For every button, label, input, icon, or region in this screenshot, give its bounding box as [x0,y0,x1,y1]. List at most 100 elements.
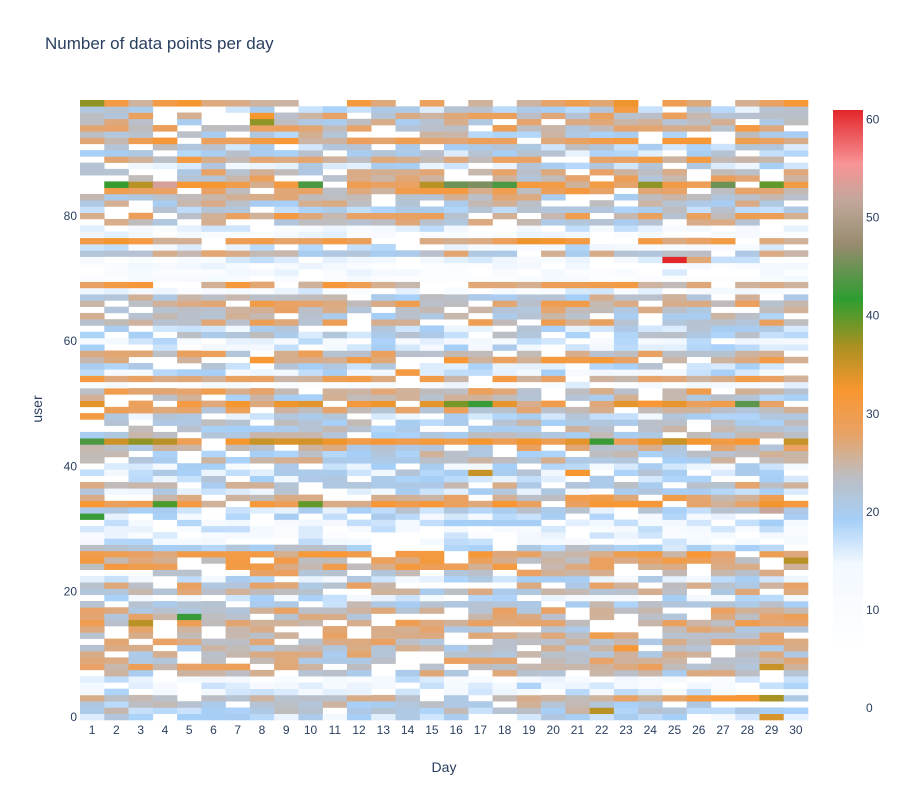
heatmap-cell [371,682,396,689]
heatmap-cell [419,112,445,120]
heatmap-cell [783,419,809,426]
heatmap-cell [395,500,421,508]
heatmap-cell [613,688,639,696]
heatmap-cell [541,419,566,426]
heatmap-cell [541,663,566,671]
heatmap-cell [613,137,639,145]
heatmap-cell [638,125,663,132]
heatmap-cell [274,212,299,220]
heatmap-cell [249,438,275,445]
heatmap-cell [468,294,493,301]
heatmap-cell [492,369,518,376]
heatmap-cell [565,175,590,182]
heatmap-cell [249,294,275,301]
heatmap-cell [104,294,129,301]
heatmap-cell [735,444,760,451]
heatmap-cell [128,663,154,671]
heatmap-cell [128,162,154,170]
heatmap-cell [735,707,760,715]
heatmap-cell [225,156,251,163]
heatmap-cell [395,601,421,608]
heatmap-cell [541,168,566,176]
heatmap-cell [759,601,785,608]
heatmap-cell [104,482,129,489]
heatmap-cell [444,312,469,320]
heatmap-cell [613,525,639,533]
heatmap-cell [662,312,687,320]
heatmap-cell [322,262,348,270]
heatmap-cell [152,657,178,664]
heatmap-cell [128,525,154,533]
heatmap-cell [128,331,154,339]
heatmap-cell [516,688,542,696]
heatmap-cell [710,657,736,664]
heatmap-cell [541,269,566,276]
heatmap-cell [419,663,445,671]
heatmap-cell [759,413,785,420]
heatmap-cell [783,206,809,214]
heatmap-cell [710,206,736,214]
heatmap-cell [152,682,178,689]
heatmap-cell [662,244,687,251]
heatmap-cell [516,206,542,214]
x-axis-title: Day [432,759,457,775]
heatmap-cell [783,438,809,445]
heatmap-cell [613,325,639,333]
heatmap-cell [516,475,542,483]
heatmap-cell [783,682,809,689]
heatmap-cell [80,482,105,489]
heatmap-cell [322,450,348,458]
heatmap-cell [249,588,275,596]
heatmap-cell [662,193,687,201]
heatmap-cell [444,713,469,721]
heatmap-cell [638,162,663,170]
heatmap-cell [516,694,542,702]
heatmap-cell [565,250,590,257]
heatmap-cell [492,613,518,621]
heatmap-cell [759,181,785,188]
heatmap-cell [346,388,372,395]
heatmap-cell [128,507,154,514]
heatmap-cell [419,212,445,220]
heatmap-cell [662,319,687,326]
heatmap-cell [346,212,372,220]
heatmap-cell [710,331,736,339]
heatmap-cell [541,713,566,721]
heatmap-cell [541,619,566,627]
heatmap-cell [759,300,785,307]
heatmap-cell [444,156,469,163]
heatmap-cell [225,694,251,702]
heatmap-cell [686,626,712,633]
heatmap-cell [468,363,493,370]
heatmap-cell [565,638,590,646]
heatmap-cell [492,494,518,502]
heatmap-cell [104,388,129,395]
heatmap-cell [371,331,396,339]
heatmap-cell [274,168,299,176]
colorbar-tick-label: 30 [866,407,880,421]
heatmap-cell [177,287,202,295]
heatmap-cell [249,237,275,245]
heatmap-cell [541,150,566,157]
heatmap-cell [468,206,493,214]
heatmap-cell [322,594,348,602]
heatmap-cell [322,300,348,307]
heatmap-cell [516,482,542,489]
heatmap-cell [492,237,518,245]
heatmap-cell [638,676,663,683]
heatmap-cell [177,231,202,239]
heatmap-cell [516,375,542,383]
heatmap-cell [759,663,785,671]
heatmap-cell [152,500,178,508]
heatmap-cell [516,676,542,683]
heatmap-cell [468,150,493,157]
heatmap-cell [346,206,372,214]
heatmap-cell [249,488,275,495]
heatmap-cell [565,231,590,239]
heatmap-cell [371,463,396,470]
heatmap-cell [662,563,687,570]
heatmap-cell [128,575,154,583]
heatmap-cell [589,131,615,138]
heatmap-cell [152,475,178,483]
heatmap-cell [419,106,445,113]
